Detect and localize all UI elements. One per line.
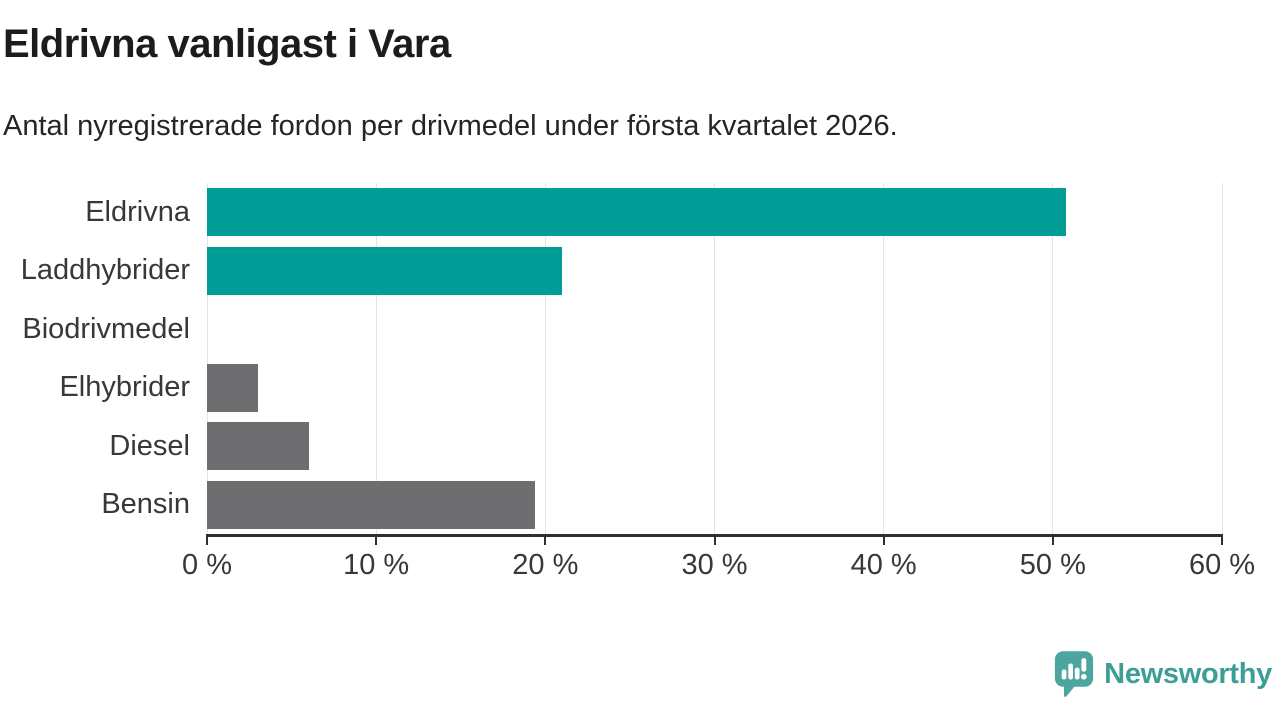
bar-bensin xyxy=(207,480,536,529)
bar-diesel xyxy=(207,422,309,471)
y-label-bensin: Bensin xyxy=(101,488,190,520)
x-tick-label-60: 60 % xyxy=(1188,549,1256,581)
bar-eldrivna xyxy=(207,188,1067,237)
x-tick-label-0: 0 % xyxy=(182,549,232,581)
y-label-diesel: Diesel xyxy=(109,429,190,462)
logo-mini-bars xyxy=(1061,658,1087,680)
gridline-10 xyxy=(375,183,377,534)
gridline-50 xyxy=(1052,183,1054,534)
x-tick-10 xyxy=(375,534,378,545)
chart-title: Eldrivna vanligast i Vara xyxy=(3,22,451,66)
y-label-laddhybrider: Laddhybrider xyxy=(20,254,190,286)
y-label-biodrivmedel: Biodrivmedel xyxy=(22,312,190,345)
x-tick-0 xyxy=(206,534,208,545)
y-label-eldrivna: Eldrivna xyxy=(85,195,190,228)
gridline-30 xyxy=(714,183,715,534)
x-tick-40 xyxy=(882,534,885,545)
newsworthy-wordmark: Newsworthy xyxy=(1104,657,1272,690)
y-label-elhybrider: Elhybrider xyxy=(59,371,190,403)
newsworthy-logo: Newsworthy xyxy=(1054,650,1272,698)
bar-elhybrider xyxy=(207,363,258,412)
chart-subtitle: Antal nyregistrerade fordon per drivmede… xyxy=(3,110,898,142)
gridline-40 xyxy=(883,183,885,534)
bar-chart-plot-area xyxy=(206,183,1223,545)
gridline-20 xyxy=(544,183,546,534)
x-tick-50 xyxy=(1051,534,1054,545)
bar-laddhybrider xyxy=(207,246,563,295)
x-tick-label-40: 40 % xyxy=(850,549,917,581)
x-tick-label-30: 30 % xyxy=(681,549,748,581)
x-tick-60 xyxy=(1221,534,1223,545)
logo-exclamation-stem xyxy=(1081,658,1087,672)
x-tick-20 xyxy=(544,534,547,545)
gridline-0 xyxy=(206,183,208,534)
newsworthy-speech-bubble-bar-chart-icon xyxy=(1055,651,1094,697)
logo-exclamation-dot xyxy=(1081,673,1087,680)
x-tick-label-20: 20 % xyxy=(512,549,579,581)
x-tick-30 xyxy=(713,534,716,545)
x-tick-label-10: 10 % xyxy=(343,549,410,581)
gridline-60 xyxy=(1221,183,1223,534)
x-tick-label-50: 50 % xyxy=(1019,549,1086,581)
